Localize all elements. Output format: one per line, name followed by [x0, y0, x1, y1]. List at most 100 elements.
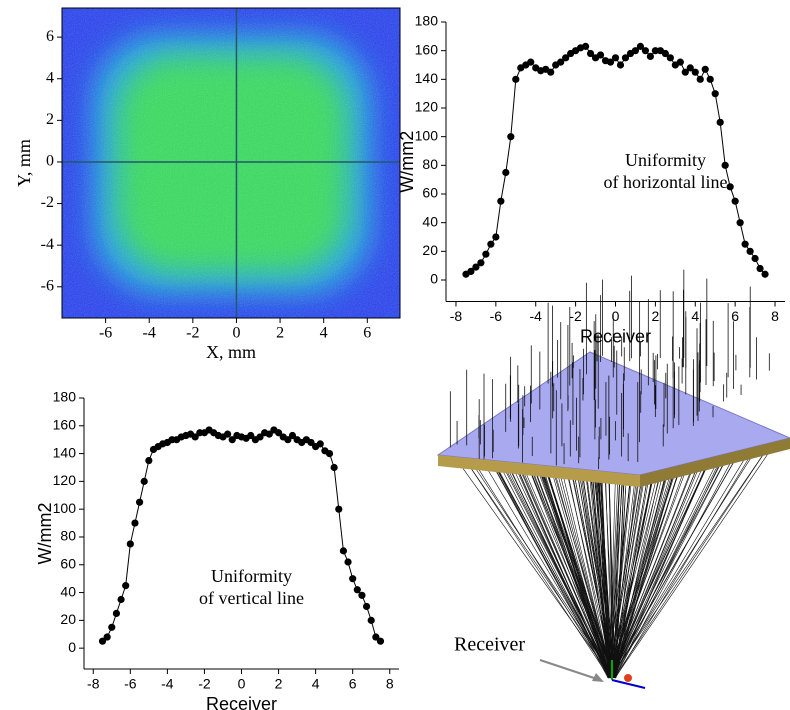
data-point	[224, 431, 231, 438]
data-point	[692, 69, 699, 76]
y-tick-label: -4	[41, 236, 54, 253]
data-point	[487, 241, 494, 248]
heatmap-image	[62, 8, 400, 318]
x-tick-label: 4	[312, 676, 320, 692]
data-point	[317, 440, 324, 447]
data-point	[497, 198, 504, 205]
annotation: Uniformity	[211, 566, 292, 586]
x-tick-label: -2	[198, 676, 211, 692]
x-tick-label: 4	[691, 308, 699, 324]
data-point	[131, 519, 138, 526]
data-point	[507, 133, 514, 140]
data-point	[747, 248, 754, 255]
data-point	[368, 617, 375, 624]
x-tick-label: 0	[232, 325, 240, 342]
y-axis-label: Y, mm	[14, 139, 34, 187]
y-tick-label: 0	[68, 639, 76, 655]
x-tick-label: -2	[569, 308, 582, 324]
heatmap-noise	[62, 8, 400, 318]
x-tick-label: 0	[612, 308, 620, 324]
data-point	[642, 47, 649, 54]
render-label: Receiver	[454, 634, 525, 656]
data-point	[617, 61, 624, 68]
y-tick-label: 100	[53, 500, 77, 516]
annotation: Uniformity	[625, 150, 706, 170]
y-tick-label: 4	[46, 69, 54, 86]
x-tick-label: -6	[99, 325, 112, 342]
x-tick-label: 8	[386, 676, 394, 692]
y-axis-label: W/mm2	[35, 503, 55, 565]
data-point	[477, 259, 484, 266]
data-point	[751, 255, 758, 262]
y-tick-label: 6	[46, 28, 54, 45]
data-point	[363, 603, 370, 610]
y-tick-label: 60	[60, 555, 76, 571]
data-point	[104, 633, 111, 640]
data-point	[732, 198, 739, 205]
y-tick-label: 0	[46, 153, 54, 170]
data-point	[331, 464, 338, 471]
data-point	[145, 457, 152, 464]
data-point	[761, 271, 768, 278]
data-point	[136, 499, 143, 506]
x-tick-label: 0	[238, 676, 246, 692]
figure: Receiver -6-4-20246-6-4-20246X, mmY, mm-…	[0, 0, 790, 710]
x-tick-label: -6	[124, 676, 137, 692]
x-tick-label: -6	[490, 308, 503, 324]
data-point	[358, 592, 365, 599]
data-point	[512, 76, 519, 83]
data-point	[127, 540, 134, 547]
x-axis-label: X, mm	[206, 342, 256, 362]
x-tick-label: 4	[320, 325, 328, 342]
data-point	[612, 54, 619, 61]
data-point	[547, 69, 554, 76]
y-tick-label: 140	[415, 70, 439, 86]
x-tick-label: -8	[87, 676, 100, 692]
data-point	[712, 90, 719, 97]
y-tick-label: 40	[422, 213, 438, 229]
y-tick-label: 40	[60, 583, 76, 599]
y-tick-label: 180	[415, 13, 439, 29]
data-line	[103, 430, 381, 641]
y-tick-label: 2	[46, 111, 54, 128]
axis-icon	[624, 674, 632, 682]
y-tick-label: 120	[53, 472, 77, 488]
x-axis-label: Receiver	[580, 326, 651, 346]
data-point	[677, 59, 684, 66]
x-tick-label: 2	[651, 308, 659, 324]
data-point	[326, 450, 333, 457]
y-tick-label: 100	[415, 127, 439, 143]
y-tick-label: 160	[53, 416, 77, 432]
x-tick-label: 2	[275, 676, 283, 692]
y-tick-label: 80	[422, 156, 438, 172]
data-point	[707, 76, 714, 83]
data-point	[344, 558, 351, 565]
y-tick-label: 180	[53, 389, 77, 405]
x-axis-label: Receiver	[206, 694, 277, 710]
y-tick-label: 0	[430, 271, 438, 287]
data-point	[349, 575, 356, 582]
data-point	[482, 251, 489, 258]
data-point	[737, 219, 744, 226]
data-point	[582, 43, 589, 50]
data-point	[527, 59, 534, 66]
data-point	[492, 233, 499, 240]
data-point	[113, 610, 120, 617]
x-tick-label: -8	[450, 308, 463, 324]
data-point	[727, 183, 734, 190]
data-point	[108, 624, 115, 631]
y-tick-label: -2	[41, 194, 54, 211]
y-tick-label: 140	[53, 444, 77, 460]
data-point	[647, 53, 654, 60]
x-tick-label: -4	[161, 676, 174, 692]
data-point	[340, 547, 347, 554]
data-point	[717, 119, 724, 126]
data-point	[702, 66, 709, 73]
y-tick-label: -6	[41, 277, 54, 294]
data-point	[667, 54, 674, 61]
data-point	[697, 76, 704, 83]
x-tick-label: 6	[363, 325, 371, 342]
data-line	[466, 46, 765, 274]
data-point	[742, 241, 749, 248]
annotation: of vertical line	[199, 588, 304, 608]
